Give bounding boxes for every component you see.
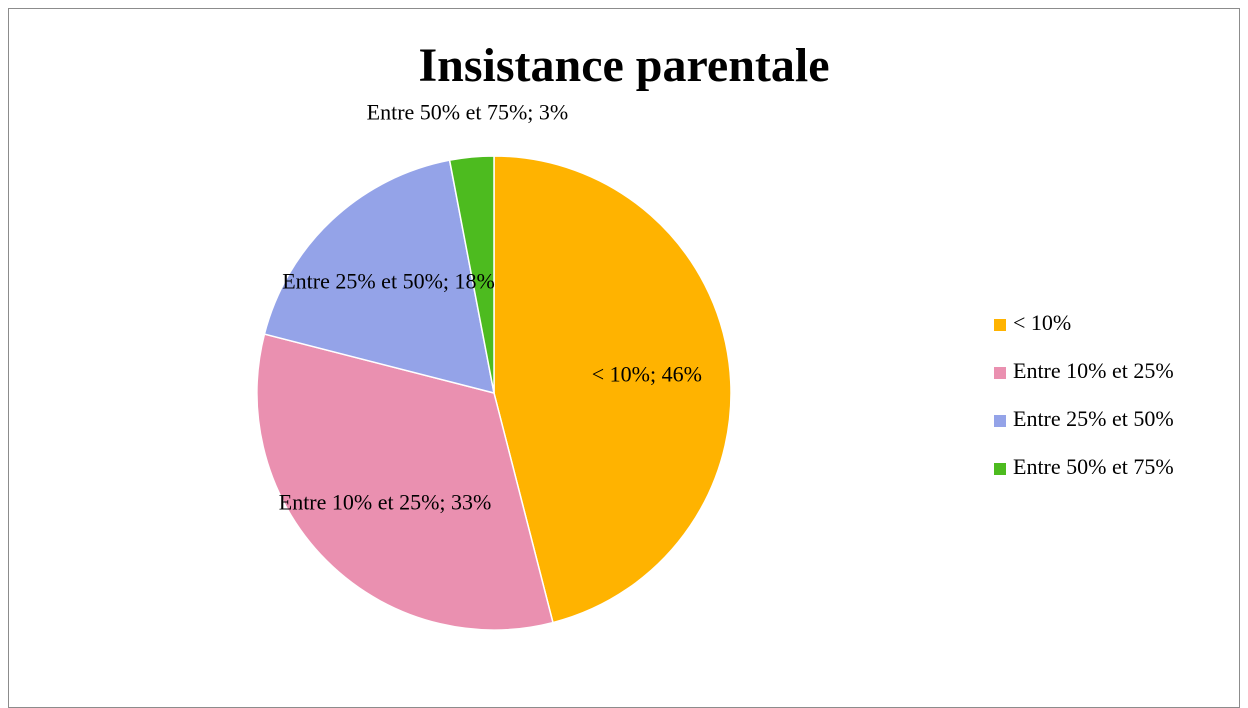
- legend-label: Entre 50% et 75%: [1013, 454, 1174, 479]
- pie-slice: [263, 159, 495, 395]
- legend-label: < 10%: [1013, 310, 1071, 335]
- pie-slice: [448, 155, 495, 394]
- legend-swatch: [994, 319, 1006, 331]
- pie-slice: [493, 155, 732, 624]
- legend-swatch: [994, 367, 1006, 379]
- chart-title: Insistance parentale: [418, 39, 830, 92]
- legend-label: Entre 10% et 25%: [1013, 358, 1174, 383]
- data-label: < 10%; 46%: [591, 361, 702, 387]
- chart: < 10% Entre 10% et 25% Entre 25% et 50% Ent…: [256, 155, 1174, 631]
- page: {"chart_data": {"type": "pie", "title": …: [8, 8, 1240, 708]
- data-label: Entre 25% et 50%; 18%: [282, 268, 495, 294]
- legend-swatch: [994, 415, 1006, 427]
- legend-label: Entre 25% et 50%: [1013, 406, 1174, 431]
- data-label: Entre 10% et 25%; 33%: [278, 489, 492, 515]
- data-label: Entre 50% et 75%; 3%: [366, 99, 569, 125]
- pie-slice: [256, 333, 554, 631]
- legend-swatch: [994, 463, 1006, 475]
